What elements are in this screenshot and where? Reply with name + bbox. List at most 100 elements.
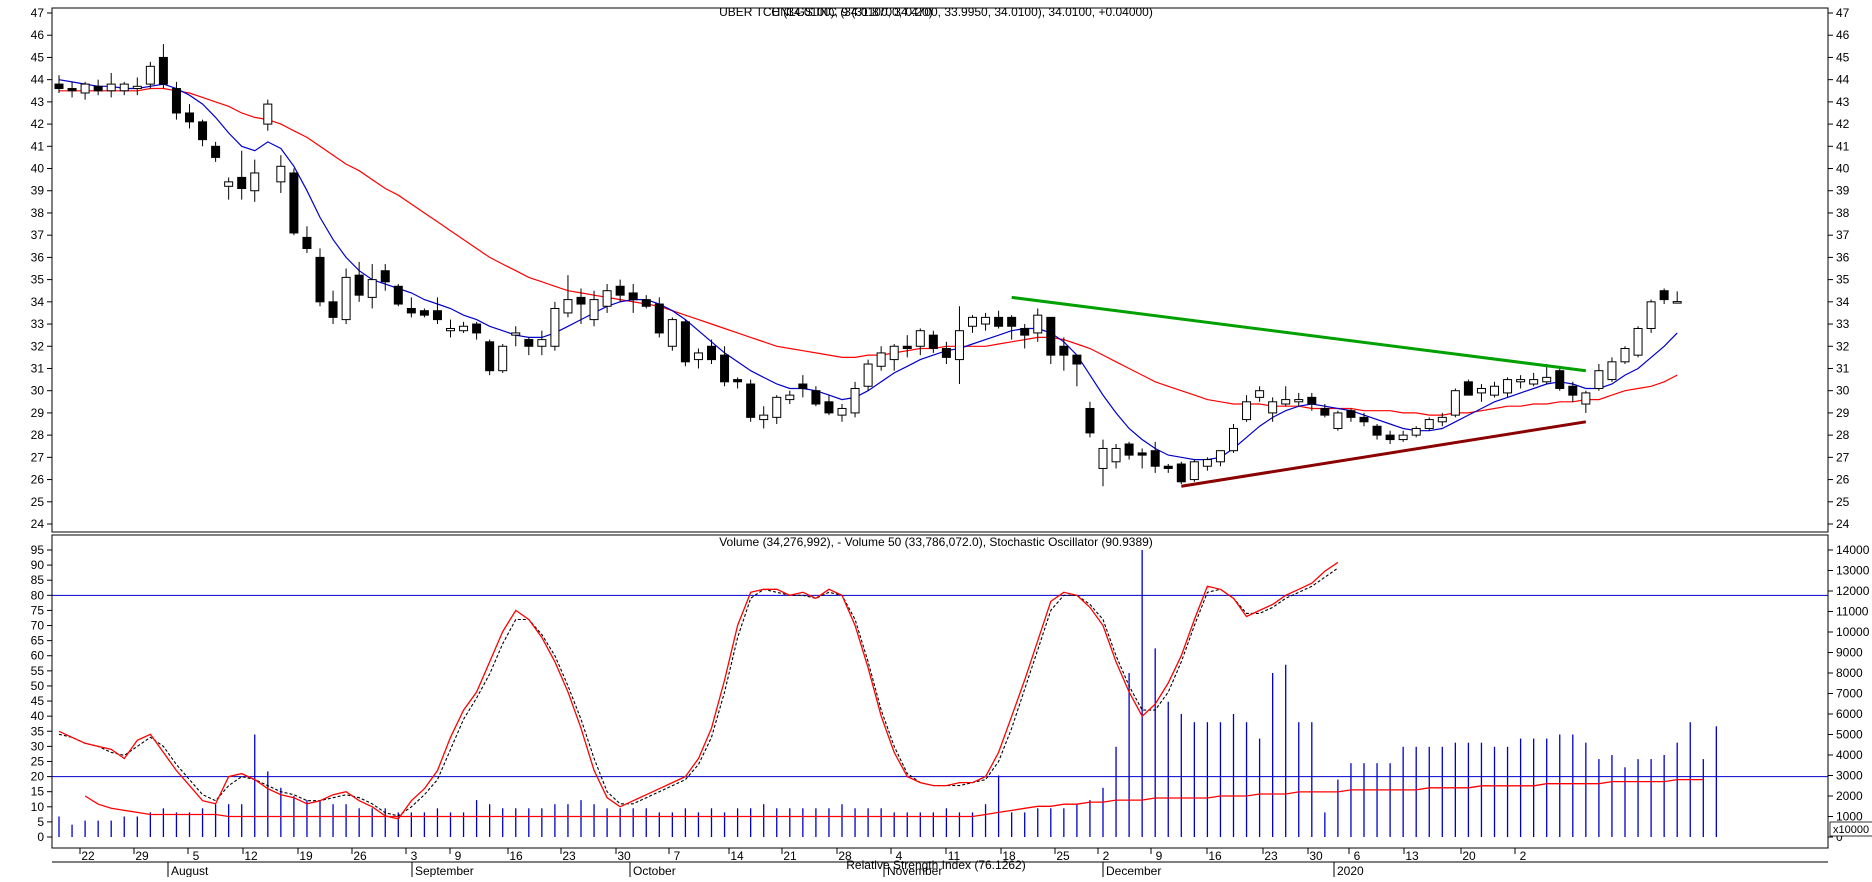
x-tick-label: 23 (562, 849, 576, 863)
candle-body (954, 330, 964, 361)
y-tick-label-left: 24 (31, 517, 45, 531)
y-tick-label-left: 32 (31, 339, 45, 353)
candle-body (158, 56, 168, 85)
y-tick-label-left: 33 (31, 317, 45, 331)
x-tick-label: 30 (617, 849, 631, 863)
candle-body (432, 310, 442, 321)
candle-body (1255, 390, 1265, 398)
candle-body (889, 345, 899, 361)
osc-tick-label-left: 75 (31, 603, 45, 617)
y-tick-label-right: 43 (1836, 95, 1850, 109)
candle-body (80, 83, 90, 94)
y-tick-label-right: 46 (1836, 28, 1850, 42)
y-tick-label-right: 35 (1836, 273, 1850, 287)
candle-body (1490, 385, 1499, 396)
candle-body (863, 363, 873, 387)
candle-body (772, 396, 782, 418)
volume-tick-label-right: 3000 (1836, 769, 1863, 783)
candle-body (1333, 412, 1343, 429)
candle-body (759, 414, 769, 421)
volume-tick-label-right: 9000 (1836, 646, 1863, 660)
y-tick-label-right: 38 (1836, 206, 1850, 220)
osc-tick-label-left: 15 (31, 785, 45, 799)
x-tick-label: 11 (948, 849, 961, 863)
x-tick-label: 30 (1309, 849, 1323, 863)
x-axis: 22 29 5 12 19 26 3 9 16 23 30 7 14 21 28 4 11 18 25 2 9 16 23 3… (52, 848, 1828, 878)
candle-body (1672, 301, 1682, 304)
x-tick-label: 29 (135, 849, 149, 863)
y-tick-label-left: 25 (31, 495, 45, 509)
candle-body (537, 339, 547, 347)
x-tick-label: 20 (1462, 849, 1476, 863)
osc-tick-label-left: 45 (31, 694, 45, 708)
y-tick-label-right: 27 (1836, 450, 1850, 464)
candle-body (1046, 316, 1056, 356)
month-label: 2020 (1337, 864, 1364, 877)
x-tick-label: 25 (1056, 849, 1070, 863)
candle-body (1398, 434, 1408, 441)
oscillator-frame (51, 534, 1829, 849)
candle-body (589, 299, 599, 321)
y-tick-label-right: 26 (1836, 473, 1850, 487)
candle-body (393, 285, 403, 305)
candle-body (171, 88, 181, 114)
candle-body (1163, 465, 1173, 469)
oscillator-panel: 9590858075706560555045403530252015105014… (31, 534, 1872, 849)
candle-body (1633, 327, 1643, 356)
y-tick-label-right: 28 (1836, 428, 1850, 442)
candle-body (106, 83, 116, 92)
candle-body (237, 176, 247, 190)
candle-body (928, 334, 938, 349)
volume-tick-label-right: 2000 (1836, 789, 1863, 803)
volume-tick-label-right: 7000 (1836, 687, 1863, 701)
candle-body (1542, 376, 1552, 383)
candle-body (1555, 370, 1565, 389)
y-tick-label-left: 47 (31, 6, 45, 20)
y-tick-label-right: 25 (1836, 495, 1850, 509)
stochastic-d-line (58, 567, 1339, 817)
osc-tick-label-left: 55 (31, 664, 45, 678)
osc-tick-label-left: 50 (31, 679, 45, 693)
y-tick-label-left: 36 (31, 250, 45, 264)
y-tick-label-right: 33 (1836, 317, 1850, 331)
volume-tick-label-right: 5000 (1836, 728, 1863, 742)
trendline (1181, 420, 1587, 488)
volume-tick-label-right: 6000 (1836, 707, 1863, 721)
candle-body (1503, 379, 1513, 394)
y-tick-label-right: 44 (1836, 73, 1850, 87)
candle-body (132, 85, 142, 90)
candle-body (994, 316, 1004, 327)
candle-body (485, 341, 495, 372)
candle-body (707, 345, 716, 361)
candle-body (1085, 407, 1095, 434)
candle-body (1176, 463, 1186, 483)
candle-body (746, 383, 756, 418)
candle-body (524, 339, 534, 347)
moving-average-fast-line (58, 79, 1678, 461)
candle-body (315, 256, 325, 303)
x-tick-label: 4 (896, 849, 903, 863)
volume-tick-label-right: 14000 (1836, 543, 1870, 557)
candle-body (1659, 290, 1669, 301)
candle-body (459, 325, 469, 332)
price-panel: 47 47 46 46 45 45 44 44 43 43 42 42 41 41 40 40 39 39 38 38… (31, 5, 1850, 533)
x-tick-label: 3 (411, 849, 418, 863)
candle-body (902, 345, 912, 349)
candle-body (1437, 416, 1447, 423)
y-tick-label-left: 42 (31, 117, 45, 131)
candle-body (1346, 410, 1356, 418)
candle-body (1033, 314, 1043, 334)
x-tick-label: 9 (455, 849, 462, 863)
volume-moving-average-line (84, 778, 1704, 818)
y-tick-label-left: 40 (31, 162, 45, 176)
candle-body (419, 310, 429, 316)
candle-body (968, 316, 977, 327)
x-tick-label: 26 (353, 849, 367, 863)
candle-body (1320, 407, 1330, 416)
x-tick-label: 16 (509, 849, 523, 863)
candle-body (1516, 379, 1526, 383)
candle-body (850, 387, 860, 414)
candle-body (811, 390, 821, 405)
stochastic-k-line (58, 561, 1339, 820)
moving-average-slow-line (59, 87, 1678, 416)
